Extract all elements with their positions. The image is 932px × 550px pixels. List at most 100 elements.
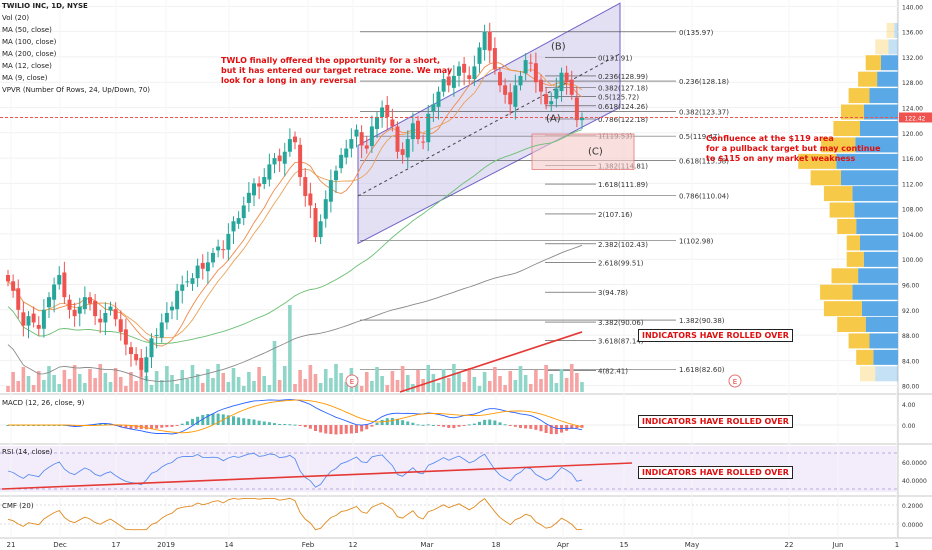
macd-histogram-bar [360,425,364,432]
macd-histogram-bar [103,423,107,425]
macd-histogram-bar [396,418,399,425]
volume-bar [206,369,210,392]
candle-body [149,338,154,358]
price-tick-label: 80.00 [902,384,919,391]
fib-retracement-label: 0.618(115.58) [679,158,729,166]
macd-histogram-bar [375,422,379,425]
candle-body [482,31,487,50]
time-tick-label: Mar [420,541,433,549]
time-tick-label: Apr [557,541,569,549]
macd-histogram-bar [211,413,215,425]
volume-bar [113,368,118,392]
macd-histogram-bar [570,425,574,429]
candle-body [67,299,72,310]
candle-body [574,97,579,121]
cmf-line [7,497,583,531]
volume-bar [62,370,67,392]
candle-body [200,263,205,269]
vpvr-down-bar [823,186,853,202]
macd-histogram-bar [421,424,425,426]
volume-bar [472,377,477,392]
vpvr-down-bar [860,366,876,382]
macd-histogram-bar [406,421,410,425]
vpvr-up-bar [869,88,898,104]
rolled-over-label-macd: INDICATORS HAVE ROLLED OVER [638,415,793,428]
volume-bar [165,366,169,392]
volume-bar [221,373,226,392]
rolled-over-label-price: INDICATORS HAVE ROLLED OVER [638,329,793,342]
fib-retracement-label: 0.786(110.04) [679,193,729,201]
candle-body [129,347,133,355]
volume-bar [518,366,523,392]
candle-body [123,329,128,345]
candle-body [323,199,328,219]
candle-body [523,60,528,74]
vpvr-down-bar [848,333,870,349]
macd-histogram-bar [498,422,502,425]
volume-bar [380,376,384,392]
macd-histogram-bar [365,425,369,430]
rolled-over-label-rsi: INDICATORS HAVE ROLLED OVER [638,466,793,479]
price-tick-label: 140.00 [902,4,923,11]
macd-histogram-bar [57,425,61,426]
candle-body [339,154,344,169]
volume-bar [241,386,246,392]
candle-body [195,265,200,279]
vpvr-up-bar [863,251,898,267]
volume-bar [139,367,144,392]
candle-body [221,249,226,251]
wave-b-label: (B) [551,41,566,52]
macd-histogram-bar [165,425,169,428]
volume-bar [11,372,15,392]
fib-retracement-label: 0.5(119.47) [679,133,720,141]
volume-bar [318,383,323,392]
candle-body [52,284,57,300]
legend-ma9: MA (9, close) [2,74,48,82]
candle-body [390,119,395,127]
candle-body [426,113,431,143]
volume-bar [498,376,502,392]
candle-body [72,309,77,317]
macd-histogram-bar [344,425,348,434]
macd-histogram-bar [27,425,30,426]
volume-bar [159,380,164,392]
vpvr-down-bar [848,88,870,104]
volume-bar [52,375,56,392]
candle-body [16,288,21,310]
volume-bar [364,372,369,392]
macd-histogram-bar [32,425,36,426]
candle-body [487,31,492,51]
fib-extension-label: 0.786(122.18) [598,116,648,124]
fib-retracement-label: 0.382(123.37) [679,108,729,116]
volume-bar [441,369,446,392]
volume-bar [36,371,41,392]
price-tick-label: 136.00 [902,30,923,37]
volume-bar [421,379,425,392]
volume-bar [83,383,87,392]
volume-bar [487,381,492,392]
earnings-marker-label: E [350,378,354,386]
price-tick-label: 104.00 [902,232,923,239]
volume-bar [385,385,390,392]
price-tick-label: 132.00 [902,55,923,62]
fib-extension-label: 2(107.16) [598,211,633,219]
volume-bar [569,364,574,392]
vpvr-down-bar [856,349,874,365]
candle-body [467,75,472,80]
vpvr-down-bar [865,55,881,71]
volume-bar [149,385,154,392]
vpvr-up-bar [852,186,898,202]
price-tick-label: 124.00 [902,105,923,112]
volume-bar [416,370,420,392]
volume-bar [98,364,103,392]
candle-body [246,192,251,203]
macd-histogram-bar [252,419,256,425]
time-tick-label: 22 [785,541,794,549]
macd-histogram-bar [580,425,584,428]
candle-body [508,92,513,105]
macd-histogram-bar [534,425,538,430]
price-tick-label: 92.00 [902,308,919,315]
macd-histogram-bar [262,421,266,425]
candle-body [318,221,323,238]
